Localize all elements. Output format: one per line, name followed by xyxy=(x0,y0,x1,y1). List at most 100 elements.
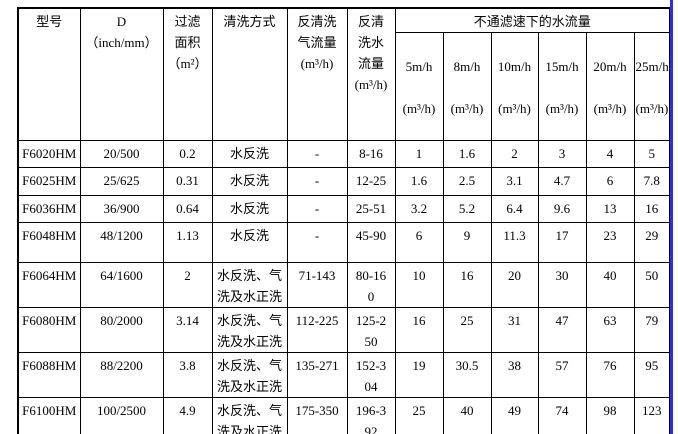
col-header-speed-25mh: 25m/h (m³/h) xyxy=(633,32,671,141)
diameter-cell: 100/2500 xyxy=(79,397,164,434)
col-header-backwash-air-flow: 反清洗 气流量 (m³/h) xyxy=(286,7,348,141)
model-cell: F6088HM xyxy=(17,352,81,398)
spec-table-body: F6020HM 20/500 0.2 水反洗 -8-16 1 1.6 2 3 4 5 F6025HM 2… xyxy=(17,140,671,434)
speed-label: 10m/h xyxy=(497,59,532,74)
cleaning-method-cell: 水反洗 xyxy=(211,195,288,223)
flow-15mh-cell: 57 xyxy=(537,352,587,398)
speed-label: 25m/h xyxy=(635,59,669,74)
header-row-speeds: 5m/h (m³/h) 8m/h (m³/h) 10m/h (m³/h) 15m… xyxy=(18,32,671,141)
flow-5mh-cell: 3.2 xyxy=(394,195,444,223)
model-cell: F6025HM xyxy=(17,167,81,196)
spec-row-F6100HM: F6100HM 100/2500 4.9 水反洗、气 洗及水正洗 175-350 196-… xyxy=(17,397,671,434)
col-header-speed-20mh: 20m/h (m³/h) xyxy=(585,32,635,141)
model-cell: F6080HM xyxy=(17,307,81,353)
spec-row-F6088HM: F6088HM 88/2200 3.8 水反洗、气 洗及水正洗 135-271 152-3… xyxy=(17,352,671,398)
flow-10mh-cell: 2 xyxy=(490,140,539,168)
flow-25mh-cell: 123 xyxy=(633,397,671,434)
cleaning-method-cell: 水反洗 xyxy=(211,222,288,263)
flow-15mh-cell: 17 xyxy=(537,222,587,263)
flow-8mh-cell: 1.6 xyxy=(442,140,492,168)
flow-15mh-cell: 3 xyxy=(537,140,587,168)
flow-8mh-cell: 9 xyxy=(442,222,492,263)
flow-10mh-cell: 31 xyxy=(490,307,539,353)
backwash-water-cell: 12-25 xyxy=(346,167,396,196)
backwash-water-cell: 8-16 xyxy=(346,140,396,168)
col-header-filter-area: 过滤 面积 （m²） xyxy=(162,7,213,141)
spec-row-F6036HM: F6036HM 36/900 0.64 水反洗 -25-51 3.2 5.2 6.4 9.6 13… xyxy=(17,195,671,223)
flow-8mh-cell: 16 xyxy=(442,262,492,308)
spec-row-F6020HM: F6020HM 20/500 0.2 水反洗 -8-16 1 1.6 2 3 4 5 xyxy=(17,140,671,168)
flow-20mh-cell: 4 xyxy=(585,140,635,168)
speed-label: 8m/h xyxy=(453,59,481,74)
backwash-water-cell: 45-90 xyxy=(346,222,396,263)
cleaning-method-cell: 水反洗、气 洗及水正洗 xyxy=(211,262,288,308)
flow-10mh-cell: 6.4 xyxy=(490,195,539,223)
backwash-water-cell: 25-51 xyxy=(346,195,396,223)
flow-20mh-cell: 63 xyxy=(585,307,635,353)
flow-20mh-cell: 98 xyxy=(585,397,635,434)
filter-area-cell: 0.2 xyxy=(162,140,213,168)
col-header-cleaning-method: 清洗方式 xyxy=(211,7,288,141)
flow-5mh-cell: 16 xyxy=(394,307,444,353)
flow-20mh-cell: 76 xyxy=(585,352,635,398)
backwash-air-cell: - xyxy=(286,222,348,263)
flow-5mh-cell: 19 xyxy=(394,352,444,398)
flow-25mh-cell: 5 xyxy=(633,140,671,168)
diameter-cell: 36/900 xyxy=(79,195,164,223)
diameter-cell: 88/2200 xyxy=(79,352,164,398)
flow-25mh-cell: 50 xyxy=(633,262,671,308)
cleaning-method-cell: 水反洗 xyxy=(211,167,288,196)
flow-25mh-cell: 7.8 xyxy=(633,167,671,196)
backwash-air-cell: 135-271 xyxy=(286,352,348,398)
col-header-diameter: D （inch/mm） xyxy=(79,7,164,141)
speed-unit: (m³/h) xyxy=(402,101,436,116)
backwash-water-cell: 80-16 0 xyxy=(346,262,396,308)
flow-20mh-cell: 23 xyxy=(585,222,635,263)
flow-15mh-cell: 74 xyxy=(537,397,587,434)
filter-area-cell: 3.14 xyxy=(162,307,213,353)
backwash-air-cell: 112-225 xyxy=(286,307,348,353)
flow-5mh-cell: 1 xyxy=(394,140,444,168)
flow-20mh-cell: 6 xyxy=(585,167,635,196)
speed-label: 15m/h xyxy=(545,59,579,74)
model-cell: F6048HM xyxy=(17,222,81,263)
group-header-flow-by-speed: 不通滤速下的水流量 xyxy=(394,7,671,33)
model-cell: F6064HM xyxy=(17,262,81,308)
flow-8mh-cell: 25 xyxy=(442,307,492,353)
flow-15mh-cell: 30 xyxy=(537,262,587,308)
flow-10mh-cell: 20 xyxy=(490,262,539,308)
backwash-water-cell: 152-3 04 xyxy=(346,352,396,398)
flow-25mh-cell: 16 xyxy=(633,195,671,223)
flow-25mh-cell: 79 xyxy=(633,307,671,353)
flow-5mh-cell: 25 xyxy=(394,397,444,434)
backwash-air-cell: 175-350 xyxy=(286,397,348,434)
flow-15mh-cell: 9.6 xyxy=(537,195,587,223)
col-header-model: 型号 xyxy=(17,7,81,141)
flow-10mh-cell: 49 xyxy=(490,397,539,434)
filter-area-cell: 3.8 xyxy=(162,352,213,398)
backwash-air-cell: - xyxy=(286,195,348,223)
speed-unit: (m³/h) xyxy=(593,101,627,116)
cleaning-method-cell: 水反洗、气 洗及水正洗 xyxy=(211,397,288,434)
diameter-cell: 20/500 xyxy=(79,140,164,168)
cleaning-method-cell: 水反洗、气 洗及水正洗 xyxy=(211,307,288,353)
diameter-cell: 25/625 xyxy=(79,167,164,196)
flow-25mh-cell: 29 xyxy=(633,222,671,263)
flow-15mh-cell: 4.7 xyxy=(537,167,587,196)
model-cell: F6100HM xyxy=(17,397,81,434)
backwash-water-cell: 125-2 50 xyxy=(346,307,396,353)
flow-8mh-cell: 5.2 xyxy=(442,195,492,223)
flow-10mh-cell: 3.1 xyxy=(490,167,539,196)
model-cell: F6020HM xyxy=(17,140,81,168)
header-row-group: 型号 D （inch/mm） 过滤 面积 （m²） 清洗方式 反清洗 气流量 (… xyxy=(17,7,671,141)
col-header-speed-8mh: 8m/h (m³/h) xyxy=(442,32,492,141)
diameter-cell: 80/2000 xyxy=(79,307,164,353)
speed-label: 20m/h xyxy=(593,59,627,74)
spec-row-F6080HM: F6080HM 80/2000 3.14 水反洗、气 洗及水正洗 112-225 125-… xyxy=(17,307,671,353)
speed-unit: (m³/h) xyxy=(635,101,669,116)
model-cell: F6036HM xyxy=(17,195,81,223)
spec-row-F6025HM: F6025HM 25/625 0.31 水反洗 -12-25 1.6 2.5 3.1 4.7 6 7… xyxy=(17,167,671,196)
filter-area-cell: 1.13 xyxy=(162,222,213,263)
filter-area-cell: 0.31 xyxy=(162,167,213,196)
